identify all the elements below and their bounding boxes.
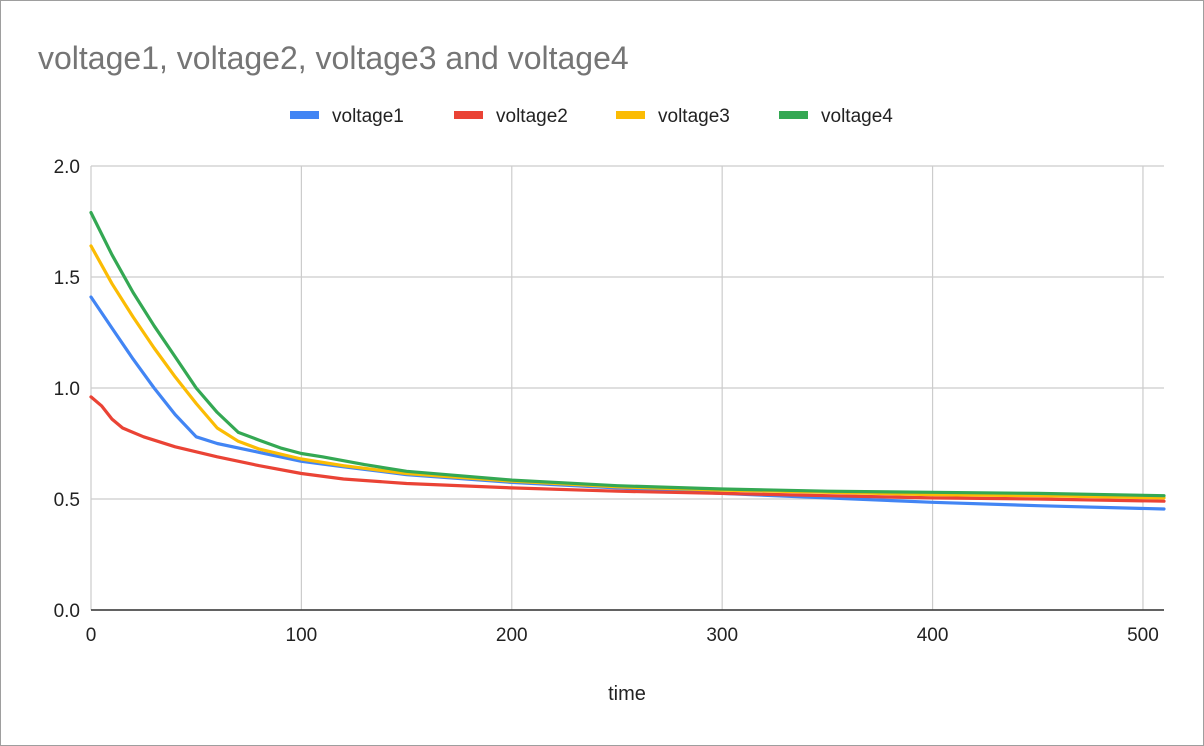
y-tick-label: 1.5 (54, 268, 80, 289)
legend-swatch-voltage1 (290, 111, 319, 119)
legend: voltage1 voltage2 voltage3 voltage4 (290, 106, 893, 127)
x-tick-label: 300 (706, 625, 738, 646)
legend-swatch-voltage4 (779, 111, 808, 119)
series-line-voltage2 (89, 395, 1166, 503)
x-axis-title: time (608, 683, 646, 705)
legend-swatch-voltage3 (616, 111, 645, 119)
grid-lines (90, 165, 1164, 611)
x-tick-label: 500 (1127, 625, 1159, 646)
chart-title: voltage1, voltage2, voltage3 and voltage… (38, 40, 629, 76)
legend-label-voltage2: voltage2 (496, 106, 568, 127)
series-line-voltage1 (89, 295, 1166, 511)
x-tick-label: 400 (917, 625, 949, 646)
y-tick-label: 0.5 (54, 490, 80, 511)
y-tick-label: 0.0 (54, 601, 80, 622)
legend-swatch-voltage2 (454, 111, 483, 119)
y-tick-label: 2.0 (54, 157, 80, 178)
legend-label-voltage1: voltage1 (332, 106, 404, 127)
series-line-voltage4 (89, 211, 1166, 498)
series-lines (89, 211, 1166, 511)
x-tick-label: 0 (86, 625, 97, 646)
x-tick-label: 200 (496, 625, 528, 646)
y-axis-ticks: 0.0 0.5 1.0 1.5 2.0 (54, 157, 80, 622)
y-tick-label: 1.0 (54, 379, 80, 400)
x-tick-label: 100 (286, 625, 318, 646)
x-axis-ticks: 0 100 200 300 400 500 (86, 625, 1159, 646)
series-line-voltage3 (89, 244, 1166, 500)
legend-label-voltage4: voltage4 (821, 106, 893, 127)
legend-label-voltage3: voltage3 (658, 106, 730, 127)
